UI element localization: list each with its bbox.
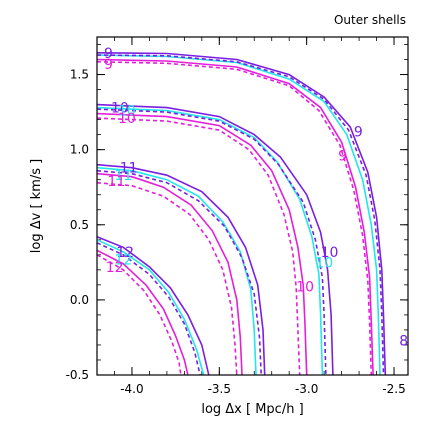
contour-12-cyan-solid: [97, 239, 205, 375]
contour-11-cyan-solid: [97, 166, 257, 375]
contour-label: 9: [104, 46, 113, 62]
contour-10-cyan-solid: [97, 106, 324, 375]
contour-label: 10: [118, 104, 136, 120]
y-tick-label: 0.0: [70, 293, 89, 307]
contour-11-magenta-solid: [97, 172, 243, 375]
x-axis-title: log Δx [ Mpc/h ]: [201, 402, 303, 417]
contour-label: 10: [118, 111, 136, 127]
contour-11-purple-dashed: [97, 169, 262, 375]
x-tick-label: -3.0: [295, 382, 318, 396]
contour-12-magenta-dashed: [97, 254, 182, 375]
y-tick-label: 1.0: [70, 143, 89, 157]
contour-9-purple-solid: [97, 52, 387, 375]
plot-frame: [96, 36, 409, 376]
x-tick-label: -2.5: [382, 382, 405, 396]
contour-12-purple-dashed: [97, 242, 201, 375]
x-tick-label: -3.5: [208, 382, 231, 396]
contour-label: 11: [114, 168, 132, 184]
contour-label: 10: [296, 279, 314, 295]
contour-label: 10: [321, 245, 339, 261]
chart-title: Outer shells: [334, 13, 406, 27]
y-tick-label: 1.5: [70, 68, 89, 82]
contour-label: 9: [354, 125, 363, 141]
contour-10-magenta-dashed: [97, 117, 301, 375]
contour-11-magenta-dashed: [97, 181, 238, 375]
y-axis-title: log Δv [ km/s ]: [29, 159, 44, 253]
contour-9-cyan-solid: [97, 54, 381, 375]
contour-label: 12: [114, 252, 132, 268]
y-tick-label: -0.5: [66, 368, 89, 382]
contour-10-purple-dashed: [97, 108, 327, 375]
tick-labels: -4.0 -3.5 -3.0 -2.5 -0.5 0.0 0.5 1.0 1.5: [66, 68, 406, 396]
contour-9-magenta-dashed: [97, 61, 373, 375]
contour-10-magenta-solid: [97, 112, 308, 375]
contour-9-magenta-solid: [97, 58, 374, 375]
y-tick-label: 0.5: [70, 218, 89, 232]
contour-9-purple-dashed: [97, 54, 385, 375]
contour-lines: [97, 52, 387, 375]
contour-label: 8: [399, 333, 408, 349]
contour-label: 11: [120, 161, 138, 177]
contour-11-purple-solid: [97, 163, 266, 375]
contour-12-purple-solid: [97, 236, 210, 375]
x-tick-label: -4.0: [120, 382, 143, 396]
contour-label: 10: [315, 255, 333, 271]
contour-label: 12: [106, 260, 124, 276]
contour-label: 9: [104, 57, 113, 73]
contour-label: 11: [107, 174, 125, 190]
contour-label: 10: [111, 101, 129, 117]
contour-label: 12: [116, 245, 134, 261]
contour-label: 9: [338, 149, 347, 165]
contour-10-purple-solid: [97, 103, 334, 375]
contour-12-magenta-solid: [97, 249, 189, 375]
ticks-layer: [96, 37, 408, 376]
